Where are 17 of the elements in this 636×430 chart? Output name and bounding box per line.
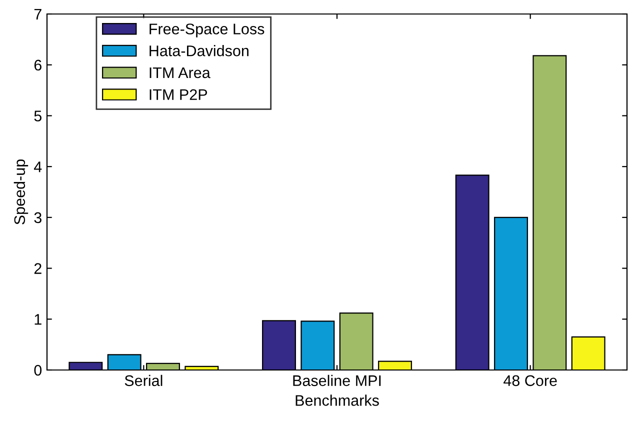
legend-label: ITM Area <box>150 67 210 78</box>
y-tick-label: 3 <box>34 212 42 224</box>
y-axis-title: Speed-up <box>14 160 28 224</box>
y-tick-label: 6 <box>34 60 42 71</box>
x-axis-title: Benchmarks <box>296 394 379 406</box>
y-tick-label: 2 <box>34 263 42 274</box>
legend-label: Hata-Davidson <box>150 45 248 56</box>
x-tick-label: Serial <box>124 374 162 386</box>
legend-label: Free-Space Loss <box>150 24 264 38</box>
y-tick-label: 4 <box>34 162 42 172</box>
y-tick-label: 1 <box>34 314 42 325</box>
y-tick-label: 7 <box>34 9 42 20</box>
y-tick-label: 5 <box>34 110 42 122</box>
x-tick-label: 48 Core <box>504 375 557 386</box>
legend-label: ITM P2P <box>150 89 208 100</box>
y-tick-label: 0 <box>34 364 42 376</box>
x-tick-label: Baseline MPI <box>293 374 381 386</box>
